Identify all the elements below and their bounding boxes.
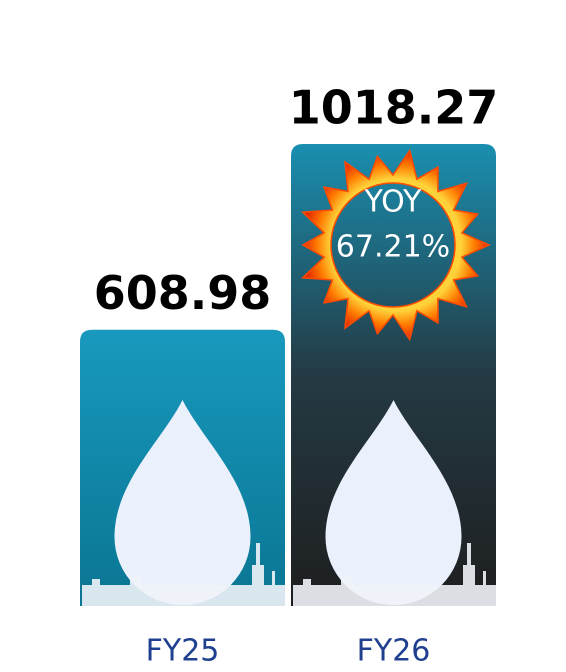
skyline (293, 543, 496, 606)
x-tick-label: FY26 (357, 634, 431, 669)
skyline (82, 543, 285, 606)
annotation: YOY (364, 185, 423, 220)
flame-ring (301, 148, 491, 342)
bars (80, 144, 496, 606)
drop-icon (325, 400, 462, 605)
drop-icon (114, 400, 251, 605)
value-label: 1018.27 (289, 81, 499, 135)
x-tick-label: FY25 (146, 634, 220, 669)
annotation: 67.21% (336, 230, 450, 265)
value-label: 608.98 (94, 266, 272, 320)
